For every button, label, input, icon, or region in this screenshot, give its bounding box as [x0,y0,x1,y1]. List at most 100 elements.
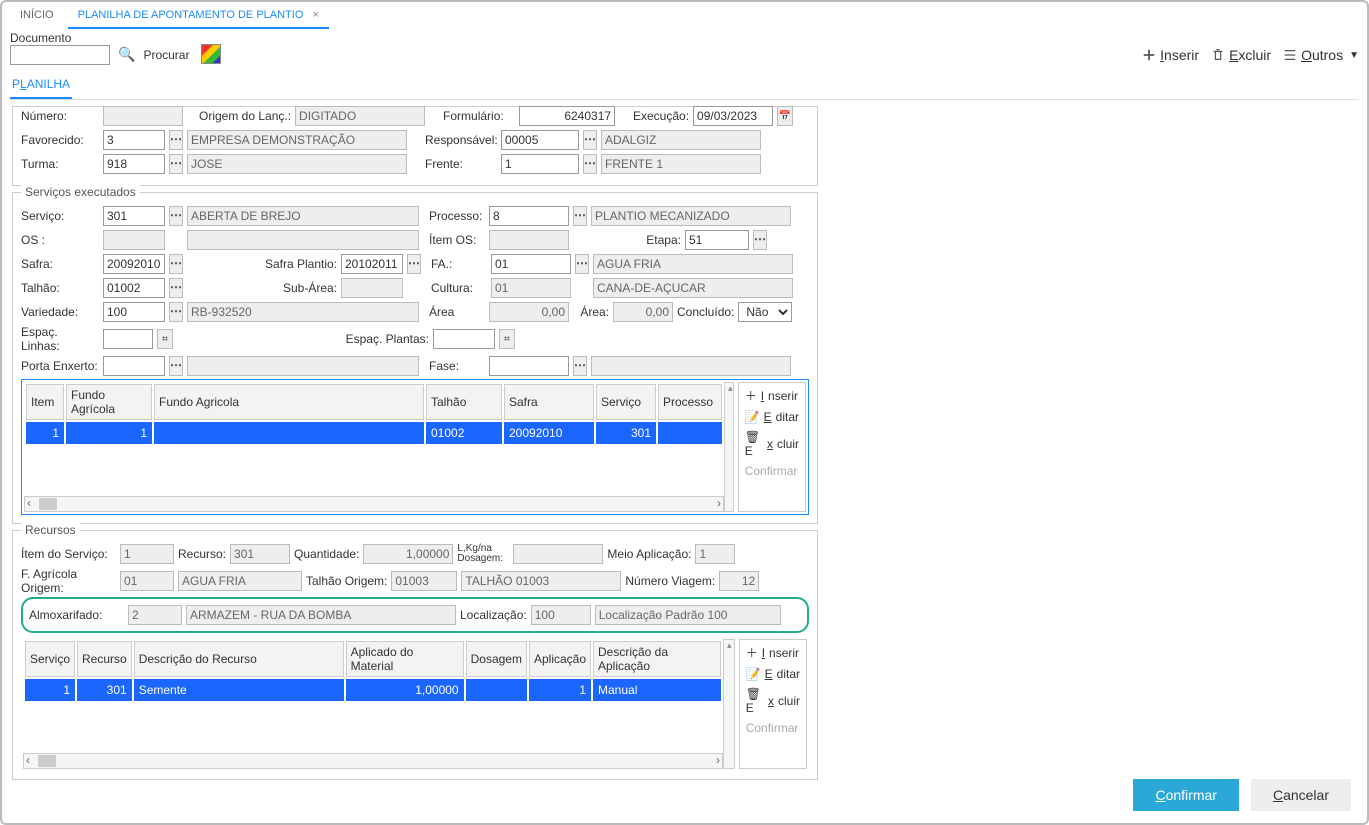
col-item[interactable]: Item [26,384,64,420]
localizacao-cod [531,605,591,625]
safra-label: Safra: [21,257,99,271]
header-excluir-button[interactable]: Excluir [1211,47,1271,63]
espac-linhas-calc-icon[interactable]: ⌗ [157,329,173,349]
grid2-inserir-button[interactable]: ＋ Inserir [746,644,800,661]
grid2-editar-button[interactable]: 📝 Editar [746,667,800,681]
safra-plantio-lookup[interactable]: ⋯ [407,254,421,274]
frente-lookup[interactable]: ⋯ [583,154,597,174]
grid1-editar-button[interactable]: 📝 Editar [745,410,799,424]
col-safra[interactable]: Safra [504,384,594,420]
header-inserir-button[interactable]: IInserirnserir [1142,47,1199,63]
g2-col-aplicacao[interactable]: Aplicação [529,641,591,677]
list-icon [1283,48,1297,62]
tab-inicio[interactable]: INÍCIO [10,6,64,29]
safra-plantio-input[interactable] [341,254,403,274]
num-viagem-input [719,571,759,591]
cancelar-button[interactable]: Cancelar [1251,779,1351,811]
espac-plantas-calc-icon[interactable]: ⌗ [499,329,515,349]
grid1-row[interactable]: 1 1 01002 20092010 301 [26,422,722,444]
responsavel-lookup[interactable]: ⋯ [583,130,597,150]
turma-cod-input[interactable] [103,154,165,174]
espac-plantas-input[interactable] [433,329,495,349]
processo-cod-input[interactable] [489,206,569,226]
origem-lanc-label: Origem do Lanç.: [199,109,291,123]
safra-input[interactable] [103,254,165,274]
porta-enxerto-lookup[interactable]: ⋯ [169,356,183,376]
item-os-input[interactable] [489,230,569,250]
execucao-input[interactable] [693,106,773,126]
servico-lookup[interactable]: ⋯ [169,206,183,226]
servicos-grid[interactable]: Item Fundo Agrícola Fundo Agricola Talhã… [24,382,724,446]
grid1-hscroll[interactable] [24,496,724,512]
subarea-input[interactable] [341,278,403,298]
g2-col-desc[interactable]: Descrição do Recurso [134,641,344,677]
concluido-select[interactable]: Não [738,302,792,322]
col-talhao[interactable]: Talhão [426,384,502,420]
g2-col-dosagem[interactable]: Dosagem [466,641,527,677]
grid1-wrap: Item Fundo Agrícola Fundo Agricola Talhã… [21,379,809,515]
grid1-confirmar-button: Confirmar [745,464,799,478]
grid2-vscroll[interactable] [723,639,735,769]
servico-cod-input[interactable] [103,206,165,226]
fase-input[interactable] [489,356,569,376]
meio-aplic-label: Meio Aplicação: [607,547,691,561]
talhao-input[interactable] [103,278,165,298]
subtab-planilha[interactable]: PLANILHA [10,73,72,99]
g2-col-servico[interactable]: Serviço [25,641,75,677]
col-processo[interactable]: Processo [658,384,722,420]
favorecido-cod-input[interactable] [103,130,165,150]
documento-input[interactable] [10,45,110,65]
variedade-cod-input[interactable] [103,302,165,322]
responsavel-cod-input[interactable] [501,130,579,150]
g2-col-desc-aplic[interactable]: Descrição da Aplicação [593,641,721,677]
top-tab-strip: INÍCIO PLANILHA DE APONTAMENTO DE PLANTI… [10,6,1359,29]
fase-label: Fase: [429,359,485,373]
os-cod-input[interactable] [103,230,165,250]
espac-linhas-input[interactable] [103,329,153,349]
etapa-lookup[interactable]: ⋯ [753,230,767,250]
grid1-excluir-button[interactable]: 🗑 Excluir [745,430,799,458]
g2-col-aplicado[interactable]: Aplicado do Material [346,641,464,677]
recursos-grid[interactable]: Serviço Recurso Descrição do Recurso Apl… [23,639,723,703]
procurar-label[interactable]: Procurar [143,48,189,62]
palette-icon[interactable] [201,44,221,64]
favorecido-nome [187,130,407,150]
grid2-excluir-button[interactable]: 🗑 Excluir [746,687,800,715]
safra-lookup[interactable]: ⋯ [169,254,183,274]
lkg-dosagem-label: L,Kg/naDosagem: [457,544,509,564]
confirmar-button[interactable]: CConfirmaronfirmar [1133,779,1238,811]
g2-col-recurso[interactable]: Recurso [77,641,132,677]
talhao-lookup[interactable]: ⋯ [169,278,183,298]
porta-enxerto-label: Porta Enxerto: [21,359,99,373]
turma-lookup[interactable]: ⋯ [169,154,183,174]
grid2-row[interactable]: 1 301 Semente 1,00000 1 Manual [25,679,721,701]
turma-label: Turma: [21,157,99,171]
safra-plantio-label: Safra Plantio: [187,257,337,271]
cultura-nome [593,278,793,298]
fa-cod-input[interactable] [491,254,571,274]
grid1-inserir-button[interactable]: ＋ Inserir [745,387,799,404]
porta-enxerto-input[interactable] [103,356,165,376]
search-icon[interactable]: 🔍 [118,46,135,63]
col-servico[interactable]: Serviço [596,384,656,420]
fase-lookup[interactable]: ⋯ [573,356,587,376]
fa-origem-label: F. Agrícola Origem: [21,567,116,595]
tab-close-icon[interactable]: × [312,9,318,21]
grid1-vscroll[interactable] [724,382,734,512]
favorecido-lookup[interactable]: ⋯ [169,130,183,150]
etapa-input[interactable] [685,230,749,250]
col-fa[interactable]: Fundo Agrícola [66,384,152,420]
variedade-lookup[interactable]: ⋯ [169,302,183,322]
calendar-icon[interactable]: 📅 [777,106,793,126]
tab-planilha[interactable]: PLANILHA DE APONTAMENTO DE PLANTIO × [68,6,329,29]
formulario-input[interactable] [519,106,615,126]
frente-cod-input[interactable] [501,154,579,174]
processo-lookup[interactable]: ⋯ [573,206,587,226]
numero-input[interactable] [103,106,183,126]
fa-lookup[interactable]: ⋯ [575,254,589,274]
grid2-hscroll[interactable] [23,753,723,769]
header-outros-button[interactable]: Outros ▼ [1283,47,1359,63]
col-fa-desc[interactable]: Fundo Agricola [154,384,424,420]
processo-nome [591,206,791,226]
grid2-wrap: Serviço Recurso Descrição do Recurso Apl… [21,637,809,771]
